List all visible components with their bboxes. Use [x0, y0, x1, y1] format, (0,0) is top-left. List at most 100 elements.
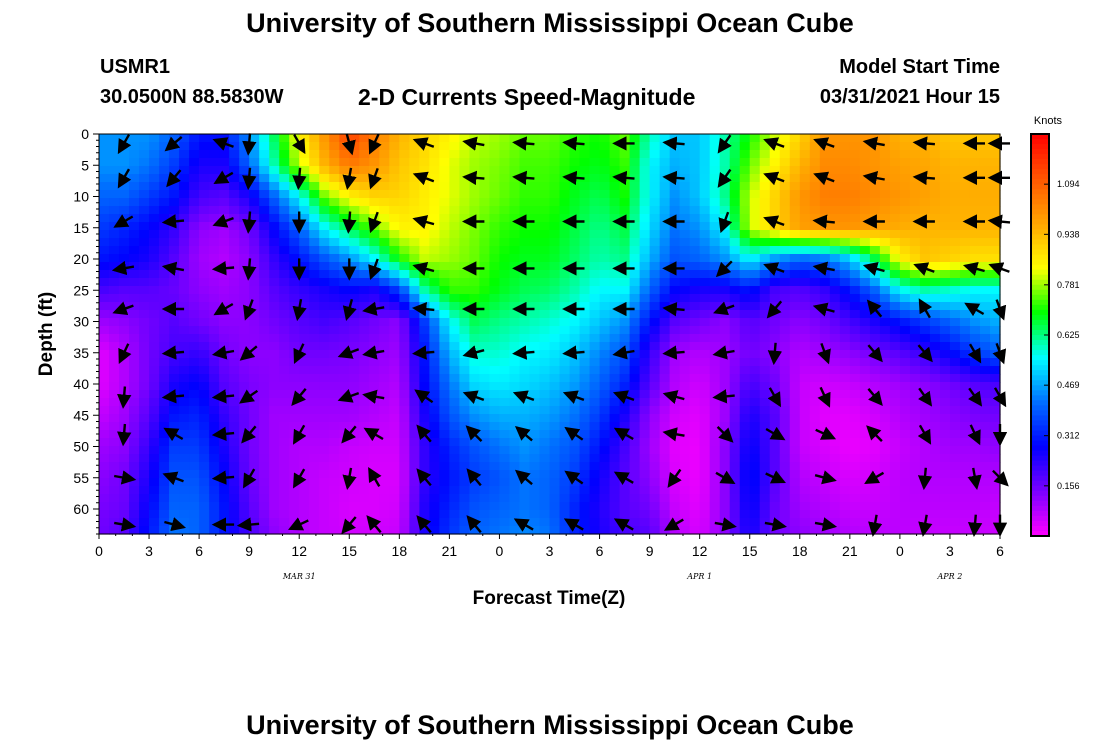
heatmap-cell: [579, 238, 591, 247]
heatmap-cell: [729, 422, 741, 431]
heatmap-cell: [759, 222, 771, 231]
heatmap-cell: [719, 486, 731, 495]
heatmap-cell: [409, 382, 420, 391]
heatmap-cell: [279, 430, 290, 439]
heatmap-cell: [969, 134, 981, 143]
heatmap-cell: [849, 494, 861, 503]
heatmap-cell: [349, 230, 360, 239]
heatmap-cell: [119, 238, 130, 247]
heatmap-cell: [309, 270, 320, 279]
heatmap-cell: [669, 326, 681, 335]
heatmap-cell: [619, 422, 631, 431]
heatmap-cell: [519, 246, 531, 255]
heatmap-cell: [159, 206, 170, 215]
heatmap-cell: [829, 262, 841, 271]
heatmap-cell: [399, 526, 410, 535]
heatmap-cell: [439, 342, 450, 351]
heatmap-cell: [339, 278, 350, 287]
heatmap-cell: [269, 398, 280, 407]
heatmap-cell: [839, 214, 851, 223]
heatmap-cell: [979, 478, 991, 487]
heatmap-cell: [599, 350, 611, 359]
colorbar-swatch: [1031, 289, 1049, 296]
heatmap-cell: [219, 478, 230, 487]
heatmap-cell: [129, 278, 140, 287]
heatmap-cell: [169, 406, 180, 415]
heatmap-cell: [399, 430, 410, 439]
current-vector: [291, 134, 306, 155]
heatmap-cell: [779, 350, 791, 359]
heatmap-cell: [189, 454, 200, 463]
heatmap-cell: [979, 238, 991, 247]
heatmap-cell: [849, 446, 861, 455]
heatmap-cell: [119, 510, 130, 519]
heatmap-cell: [99, 286, 110, 295]
current-vector: [117, 423, 132, 447]
heatmap-cell: [839, 478, 851, 487]
heatmap-cell: [459, 270, 471, 279]
heatmap-cell: [269, 406, 280, 415]
heatmap-cell: [899, 382, 911, 391]
heatmap-cell: [759, 182, 771, 191]
heatmap-cell: [989, 230, 1001, 239]
heatmap-cell: [419, 318, 430, 327]
heatmap-cell: [889, 206, 901, 215]
heatmap-cell: [179, 398, 190, 407]
colorbar-swatch: [1031, 204, 1049, 210]
heatmap-cell: [219, 294, 230, 303]
heatmap-cell: [919, 246, 931, 255]
heatmap-cell: [929, 198, 941, 207]
heatmap-cell: [479, 318, 491, 327]
heatmap-cell: [949, 422, 961, 431]
heatmap-cell: [559, 454, 571, 463]
heatmap-cell: [809, 438, 821, 447]
heatmap-cell: [549, 166, 561, 175]
heatmap-cell: [619, 270, 631, 279]
heatmap-cell: [499, 470, 511, 479]
heatmap-cell: [119, 286, 130, 295]
colorbar-swatch: [1031, 159, 1049, 165]
heatmap-cell: [929, 478, 941, 487]
heatmap-cell: [689, 454, 701, 463]
heatmap-cell: [799, 366, 811, 375]
heatmap-cell: [879, 222, 891, 231]
heatmap-cell: [369, 166, 380, 175]
heatmap-cell: [309, 486, 320, 495]
heatmap-cell: [619, 206, 631, 215]
heatmap-cell: [409, 318, 420, 327]
heatmap-cell: [309, 294, 320, 303]
heatmap-cell: [439, 230, 450, 239]
heatmap-cell: [659, 430, 671, 439]
colorbar-tick-label: 0.312: [1057, 431, 1080, 441]
heatmap-cell: [199, 358, 210, 367]
heatmap-cell: [359, 382, 370, 391]
heatmap-cell: [249, 254, 260, 263]
colorbar-swatch: [1031, 174, 1049, 180]
heatmap-cell: [919, 454, 931, 463]
colorbar-swatch: [1031, 179, 1049, 185]
heatmap-cell: [949, 406, 961, 415]
heatmap-cell: [899, 310, 911, 319]
heatmap-cell: [929, 238, 941, 247]
heatmap-cell: [289, 454, 300, 463]
heatmap-cell: [169, 198, 180, 207]
heatmap-cell: [469, 502, 481, 511]
heatmap-cell: [549, 334, 561, 343]
heatmap-cell: [179, 262, 190, 271]
heatmap-cell: [679, 230, 691, 239]
heatmap-cell: [509, 134, 521, 143]
heatmap-cell: [339, 454, 350, 463]
heatmap-cell: [829, 342, 841, 351]
colorbar-swatch: [1031, 395, 1049, 401]
heatmap-cell: [489, 326, 501, 335]
heatmap-cell: [189, 390, 200, 399]
heatmap-cell: [579, 510, 591, 519]
heatmap-cell: [439, 382, 450, 391]
current-vector: [662, 302, 685, 317]
heatmap-cell: [959, 134, 971, 143]
heatmap-cell: [489, 518, 501, 527]
heatmap-cell: [279, 398, 290, 407]
heatmap-cell: [819, 406, 831, 415]
heatmap-cell: [149, 254, 160, 263]
heatmap-cell: [709, 134, 721, 143]
